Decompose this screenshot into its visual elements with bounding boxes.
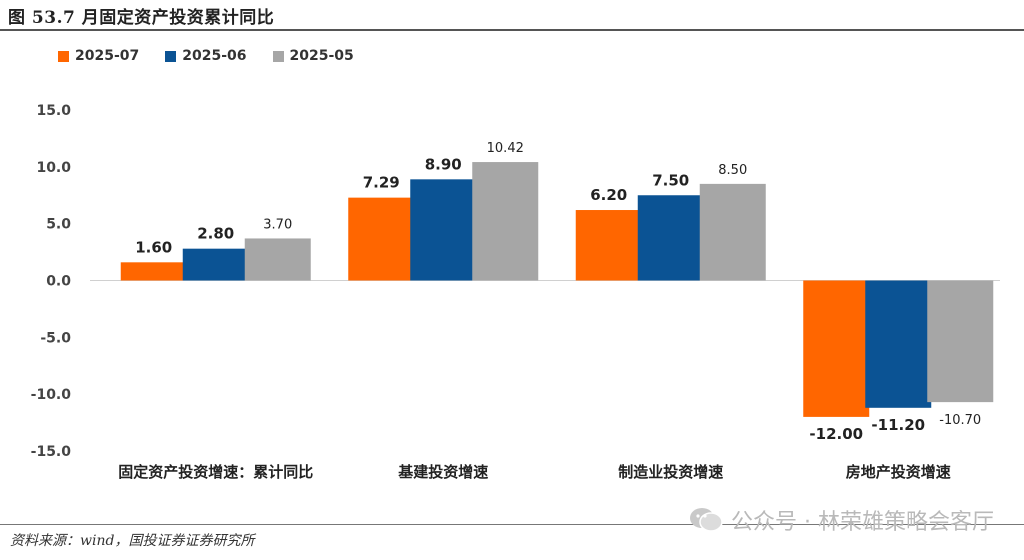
y-tick-label: -5.0 [40, 330, 71, 346]
legend-label-2025-06: 2025-06 [182, 48, 247, 64]
x-category-label: 房地产投资增速 [846, 463, 951, 481]
y-tick-label: 15.0 [36, 103, 71, 119]
legend-label-2025-07: 2025-07 [75, 48, 140, 64]
data-label-2025-07: -12.00 [809, 425, 863, 443]
data-label-2025-05: 8.50 [718, 163, 747, 178]
wechat-icon [689, 507, 723, 533]
bar-2025-06 [182, 248, 249, 281]
x-category-label: 基建投资增速 [397, 463, 488, 481]
watermark: 公众号 · 林荣雄策略会客厅 [689, 504, 994, 536]
footer-rule [0, 524, 1024, 525]
legend-swatch-2025-06 [165, 50, 177, 62]
bar-2025-06 [637, 195, 704, 281]
bar-2025-07 [120, 262, 187, 281]
bar-2025-06 [865, 280, 932, 408]
bar-2025-05 [244, 238, 311, 281]
legend-item-2025-05: 2025-05 [272, 48, 354, 64]
data-label-2025-07: 1.60 [135, 238, 172, 256]
data-label-2025-06: 7.50 [652, 171, 689, 189]
data-label-2025-07: 7.29 [363, 174, 400, 192]
bar-2025-06 [410, 179, 477, 281]
legend-item-2025-06: 2025-06 [165, 48, 247, 64]
bar-2025-07 [803, 280, 870, 417]
bar-2025-07 [575, 210, 642, 281]
bar-2025-05 [927, 280, 994, 403]
bar-2025-07 [348, 197, 415, 281]
y-tick-label: 10.0 [36, 160, 71, 176]
data-label-2025-06: -11.20 [871, 416, 925, 434]
bar-chart: 15.0 10.0 5.0 0.0 -5.0 -10.0 -15.0 1.60 2.80 3.70… [31, 103, 1000, 481]
source-note: 资料来源：wind，国投证券证券研究所 [10, 533, 255, 549]
chart-legend: 2025-07 2025-06 2025-05 [58, 48, 354, 64]
watermark-text: 公众号 · 林荣雄策略会客厅 [731, 510, 994, 535]
data-label-2025-05: -10.70 [939, 413, 981, 428]
data-label-2025-07: 6.20 [590, 186, 627, 204]
y-tick-label: 0.0 [46, 274, 71, 290]
bar-2025-05 [472, 162, 539, 281]
data-label-2025-05: 3.70 [263, 217, 292, 232]
legend-swatch-2025-07 [58, 50, 69, 62]
x-category-label: 固定资产投资增速：累计同比 [118, 463, 313, 481]
y-tick-label: 5.0 [46, 217, 71, 233]
figure-title: 图 53.7 月固定资产投资累计同比 [8, 8, 275, 28]
legend-swatch-2025-05 [272, 50, 284, 62]
legend-label-2025-05: 2025-05 [289, 48, 354, 64]
x-category-label: 制造业投资增速 [618, 463, 723, 481]
bar-2025-05 [699, 183, 766, 281]
data-label-2025-06: 2.80 [197, 225, 234, 243]
legend-item-2025-07: 2025-07 [58, 48, 139, 64]
data-label-2025-05: 10.42 [487, 141, 524, 156]
header-rule [0, 29, 1024, 31]
data-label-2025-06: 8.90 [425, 155, 462, 173]
y-tick-label: -10.0 [31, 387, 72, 403]
y-tick-label: -15.0 [31, 444, 72, 460]
figure-header: 图 53.7 月固定资产投资累计同比 [0, 0, 1024, 31]
